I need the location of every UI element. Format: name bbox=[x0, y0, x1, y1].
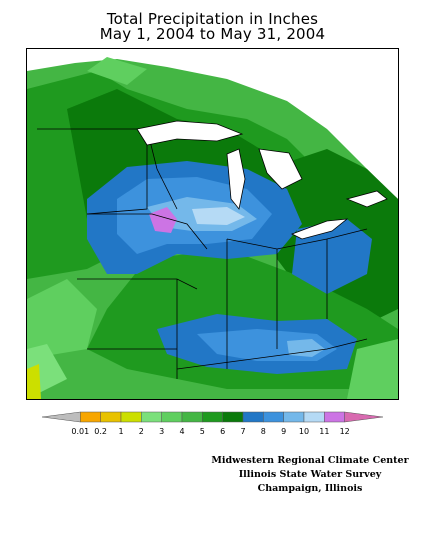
map-title: Total Precipitation in Inches bbox=[106, 10, 319, 28]
legend-tick-label: 8 bbox=[261, 427, 266, 436]
legend-tick-label: 2 bbox=[139, 427, 144, 436]
legend-tick-label: 9 bbox=[281, 427, 286, 436]
legend-swatch bbox=[41, 411, 81, 423]
legend-swatch bbox=[324, 411, 345, 423]
legend-swatch bbox=[242, 411, 264, 423]
legend-swatch bbox=[303, 411, 325, 423]
precipitation-map-canvas bbox=[27, 57, 398, 399]
legend-tick-label: 5 bbox=[200, 427, 205, 436]
legend-tick-label: 7 bbox=[240, 427, 245, 436]
legend-swatch bbox=[120, 411, 142, 423]
legend-swatch bbox=[100, 411, 122, 423]
legend-tick-label: 10 bbox=[299, 427, 309, 436]
great-lakes bbox=[136, 120, 388, 240]
legend-swatch bbox=[181, 411, 203, 423]
credit-survey: Illinois State Water Survey bbox=[238, 469, 382, 480]
map-date-range: May 1, 2004 to May 31, 2004 bbox=[99, 25, 326, 43]
legend-colorbar: 0.01 0.2 1 2 3 4 5 6 7 8 9 10 11 12 bbox=[41, 411, 384, 436]
legend-tick-label: 12 bbox=[340, 427, 350, 436]
credit-location: Champaign, Illinois bbox=[257, 483, 363, 494]
credit-center: Midwestern Regional Climate Center bbox=[211, 455, 409, 466]
legend-tick-label: 4 bbox=[179, 427, 184, 436]
precipitation-legend: 0.01 0.2 1 2 3 4 5 6 7 8 9 10 11 12 bbox=[40, 410, 385, 440]
legend-swatch bbox=[80, 411, 101, 423]
precipitation-map bbox=[26, 48, 399, 400]
legend-swatch bbox=[141, 411, 162, 423]
legend-tick-label: 1 bbox=[118, 427, 123, 436]
legend-tick-label: 0.01 bbox=[71, 427, 89, 436]
legend-swatch bbox=[161, 411, 183, 423]
legend-swatch bbox=[263, 411, 284, 423]
legend-swatch bbox=[222, 411, 244, 423]
legend-tick-label: 11 bbox=[319, 427, 329, 436]
legend-swatch bbox=[202, 411, 223, 423]
legend-tick-label: 3 bbox=[159, 427, 164, 436]
legend-tick-label: 6 bbox=[220, 427, 225, 436]
state-boundaries bbox=[37, 128, 368, 379]
legend-swatch bbox=[283, 411, 305, 423]
legend-swatch bbox=[344, 411, 384, 423]
legend-tick-label: 0.2 bbox=[94, 427, 107, 436]
precipitation-fill bbox=[27, 57, 398, 399]
